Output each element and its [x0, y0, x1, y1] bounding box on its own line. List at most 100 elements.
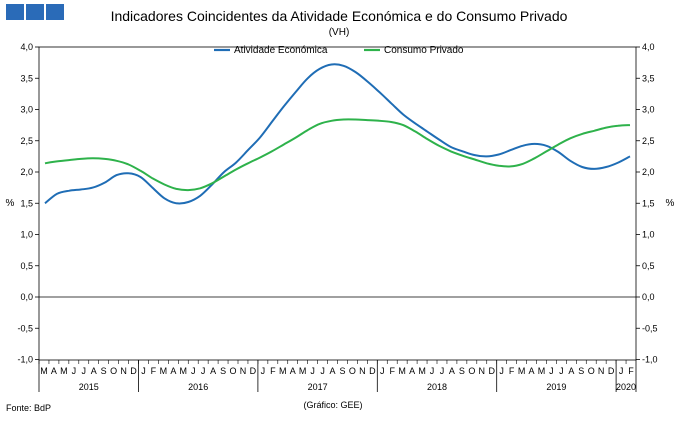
legend-label: Atividade Económica — [234, 45, 328, 56]
y-axis-right-label: % — [666, 198, 675, 209]
x-month-label: S — [339, 366, 345, 376]
x-year-label: 2020 — [616, 382, 636, 392]
x-month-label: J — [619, 366, 624, 376]
y-tick-label-left: 1,0 — [20, 230, 33, 240]
plot-border — [38, 46, 637, 361]
x-month-label: J — [559, 366, 564, 376]
x-month-label: M — [518, 366, 526, 376]
y-tick-label-left: 0,5 — [20, 261, 33, 271]
x-month-label: A — [330, 366, 336, 376]
y-tick-label-left: 3,5 — [20, 73, 33, 83]
y-tick-label-right: 1,5 — [642, 198, 655, 208]
logo-square — [26, 4, 44, 20]
x-month-label: M — [279, 366, 287, 376]
x-year-label: 2015 — [79, 382, 99, 392]
x-month-label: M — [160, 366, 168, 376]
x-month-label: M — [40, 366, 48, 376]
x-month-label: A — [51, 366, 57, 376]
source-note: Fonte: BdP — [6, 403, 51, 413]
x-month-label: F — [270, 366, 276, 376]
x-month-label: S — [578, 366, 584, 376]
x-month-label: A — [449, 366, 455, 376]
x-month-label: A — [210, 366, 216, 376]
x-month-label: M — [418, 366, 426, 376]
x-month-label: J — [141, 366, 146, 376]
y-axis-left-label: % — [6, 198, 15, 209]
x-month-label: J — [82, 366, 87, 376]
x-month-label: D — [130, 366, 137, 376]
x-year-label: 2019 — [546, 382, 566, 392]
x-month-label: J — [201, 366, 206, 376]
x-month-label: S — [459, 366, 465, 376]
x-month-label: M — [398, 366, 406, 376]
x-month-label: A — [290, 366, 296, 376]
chart-subtitle: (VH) — [329, 27, 350, 38]
y-tick-label-right: -0,5 — [642, 323, 658, 333]
x-month-label: D — [488, 366, 495, 376]
x-month-label: M — [299, 366, 307, 376]
y-tick-label-left: 2,5 — [20, 136, 33, 146]
x-month-label: A — [91, 366, 97, 376]
x-month-label: O — [588, 366, 595, 376]
x-month-label: J — [191, 366, 196, 376]
y-tick-label-left: 1,5 — [20, 198, 33, 208]
x-month-label: A — [529, 366, 535, 376]
x-year-label: 2018 — [427, 382, 447, 392]
x-month-label: S — [220, 366, 226, 376]
series-layer — [44, 63, 631, 205]
y-tick-label-right: 3,5 — [642, 73, 655, 83]
x-month-label: J — [549, 366, 554, 376]
legend: Atividade Económica Consumo Privado — [214, 45, 464, 56]
y-tick-label-right: 0,5 — [642, 261, 655, 271]
logo-square — [46, 4, 64, 20]
y-tick-label-right: 3,0 — [642, 105, 655, 115]
x-month-label: F — [151, 366, 157, 376]
y-tick-label-left: -0,5 — [17, 323, 33, 333]
plot-area — [38, 46, 637, 361]
x-month-label: M — [180, 366, 188, 376]
chart-title: Indicadores Coincidentes da Atividade Ec… — [111, 8, 568, 24]
y-axis-right: 4,0 3,5 3,0 2,5 2,0 1,5 1,0 0,5 0,0 -0,5 -1,0 — [636, 42, 658, 365]
x-month-label: D — [250, 366, 257, 376]
logo-square — [6, 4, 24, 20]
x-month-label: N — [120, 366, 127, 376]
x-month-label: J — [499, 366, 504, 376]
x-month-label: J — [320, 366, 325, 376]
x-month-label: O — [110, 366, 117, 376]
y-tick-label-left: 4,0 — [20, 42, 33, 52]
x-month-label: J — [310, 366, 315, 376]
x-month-label: J — [380, 366, 385, 376]
x-year-label: 2016 — [188, 382, 208, 392]
x-month-label: J — [72, 366, 77, 376]
x-month-label: N — [359, 366, 366, 376]
x-month-label: A — [568, 366, 574, 376]
y-tick-label-right: -1,0 — [642, 355, 658, 365]
x-month-label: F — [628, 366, 634, 376]
y-tick-label-right: 4,0 — [642, 42, 655, 52]
x-month-label: F — [389, 366, 395, 376]
y-tick-label-right: 2,5 — [642, 136, 655, 146]
y-axis-left: 4,0 3,5 3,0 2,5 2,0 1,5 1,0 0,5 0,0 -0,5 -1,0 — [17, 42, 39, 365]
x-month-label: J — [261, 366, 266, 376]
x-month-label: D — [608, 366, 615, 376]
y-tick-label-left: 0,0 — [20, 292, 33, 302]
y-tick-label-left: 2,0 — [20, 167, 33, 177]
x-month-label: O — [468, 366, 475, 376]
series-line-atividade-econ-mica — [44, 63, 631, 205]
publisher-logo — [6, 4, 64, 20]
y-tick-label-right: 2,0 — [642, 167, 655, 177]
x-month-label: O — [349, 366, 356, 376]
x-month-label: S — [101, 366, 107, 376]
chart-credit: (Gráfico: GEE) — [303, 400, 362, 410]
x-month-label: D — [369, 366, 376, 376]
x-month-label: A — [170, 366, 176, 376]
x-month-label: J — [430, 366, 435, 376]
y-tick-label-left: 3,0 — [20, 105, 33, 115]
x-month-label: N — [598, 366, 605, 376]
x-month-label: M — [538, 366, 546, 376]
x-month-label: N — [240, 366, 247, 376]
x-month-label: N — [479, 366, 486, 376]
